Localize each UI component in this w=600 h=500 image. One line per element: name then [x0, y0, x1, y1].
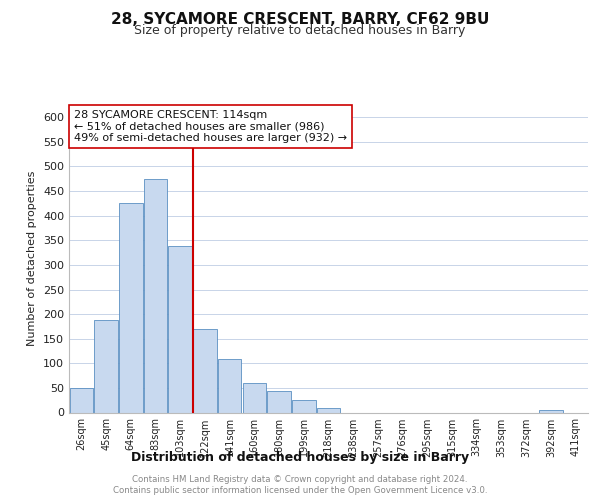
Bar [119, 204, 143, 412]
Text: 28, SYCAMORE CRESCENT, BARRY, CF62 9BU: 28, SYCAMORE CRESCENT, BARRY, CF62 9BU [111, 12, 489, 28]
Bar [169, 246, 192, 412]
Bar [218, 360, 241, 412]
Bar [242, 383, 266, 412]
Text: Distribution of detached houses by size in Barry: Distribution of detached houses by size … [131, 451, 469, 464]
Y-axis label: Number of detached properties: Number of detached properties [28, 171, 37, 346]
Bar [268, 391, 291, 412]
Text: Size of property relative to detached houses in Barry: Size of property relative to detached ho… [134, 24, 466, 37]
Bar [292, 400, 316, 412]
Bar [144, 179, 167, 412]
Bar [317, 408, 340, 412]
Bar [70, 388, 93, 412]
Text: Contains HM Land Registry data © Crown copyright and database right 2024.: Contains HM Land Registry data © Crown c… [132, 475, 468, 484]
Bar [539, 410, 563, 412]
Text: Contains public sector information licensed under the Open Government Licence v3: Contains public sector information licen… [113, 486, 487, 495]
Text: 28 SYCAMORE CRESCENT: 114sqm
← 51% of detached houses are smaller (986)
49% of s: 28 SYCAMORE CRESCENT: 114sqm ← 51% of de… [74, 110, 347, 143]
Bar [94, 320, 118, 412]
Bar [193, 329, 217, 412]
